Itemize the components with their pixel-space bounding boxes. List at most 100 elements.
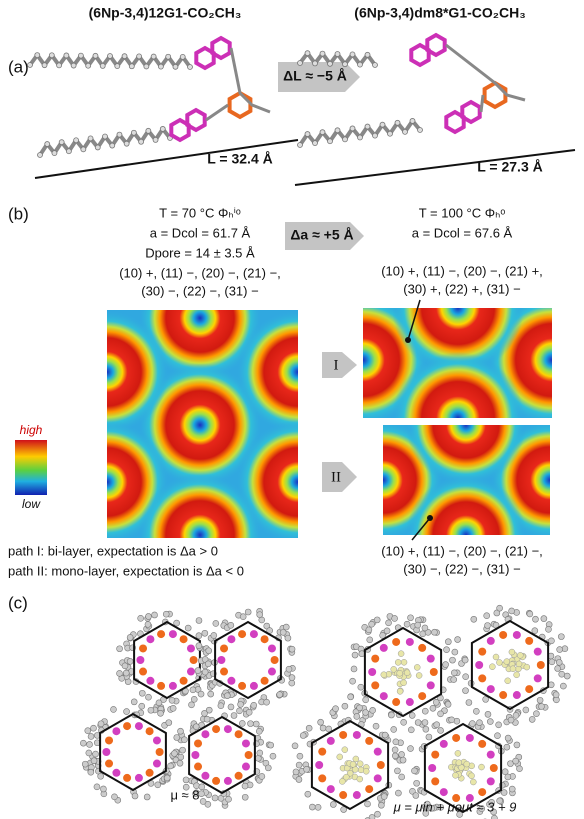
chain-atom (382, 732, 388, 738)
aromatic (365, 737, 373, 745)
chain-atom (463, 674, 469, 680)
chain-atom (354, 713, 360, 719)
chain-atom (404, 621, 410, 627)
aromatic (123, 774, 131, 782)
atom (139, 139, 144, 144)
core-atom (357, 761, 363, 767)
aromatic (157, 630, 165, 638)
atom (305, 132, 310, 137)
aromatic (191, 751, 199, 759)
chain-atom (116, 670, 122, 676)
molecule-title: (6Np-3,4)12G1-CO₂CH₃ (89, 5, 242, 21)
chain-atom (342, 703, 348, 709)
chain-atom (248, 721, 254, 727)
chain-atom (122, 663, 128, 669)
chain-atom (292, 743, 298, 749)
atom (115, 64, 120, 69)
chain-atom (304, 766, 310, 772)
chain-atom (152, 612, 158, 618)
atom (328, 139, 333, 144)
aromatic (427, 681, 435, 689)
density-ring (45, 310, 169, 434)
chain-atom (318, 719, 324, 725)
chain-atom (127, 634, 133, 640)
chain-atom (330, 801, 336, 807)
atom (166, 54, 171, 59)
atom (388, 131, 393, 136)
molecule-title: (6Np-3,4)dm8*G1-CO₂CH₃ (354, 5, 525, 21)
chain-atom (131, 699, 137, 705)
chain-atom (333, 706, 339, 712)
chain-atom (422, 708, 428, 714)
atom (49, 53, 54, 58)
aromatic (227, 635, 235, 643)
chain-atom (87, 741, 93, 747)
chain-atom (204, 716, 210, 722)
chain-atom (560, 683, 566, 689)
chain-atom (392, 615, 398, 621)
core-atom (363, 768, 369, 774)
atom (188, 65, 193, 70)
aromatic (478, 674, 486, 682)
atom (146, 128, 151, 133)
core-atom (353, 756, 359, 762)
sign-line: (10) +, (11) −, (20) −, (21) −, (381, 543, 543, 558)
chain-atom (533, 711, 539, 717)
chain-atom (289, 646, 295, 652)
chain-atom (212, 795, 218, 801)
chain-atom (213, 620, 219, 626)
atom (45, 142, 50, 147)
core-atom (414, 664, 420, 670)
chain-atom (196, 633, 202, 639)
pointer-dot (427, 515, 433, 521)
atom (373, 133, 378, 138)
atom (395, 120, 400, 125)
figure: (a) (6Np-3,4)12G1-CO₂CH₃ (6Np-3,4)dm8*G1… (0, 0, 584, 819)
aromatic (238, 630, 246, 638)
aromatic (406, 638, 414, 646)
chain-atom (98, 721, 104, 727)
chain-atom (86, 750, 92, 756)
aromatic (431, 777, 439, 785)
aromatic (123, 722, 131, 730)
aromatic (112, 769, 120, 777)
atom (343, 137, 348, 142)
chain-atom (180, 747, 186, 753)
atom (298, 143, 303, 148)
core-atom (470, 779, 476, 785)
chain-atom (414, 780, 420, 786)
aromatic (392, 638, 400, 646)
chain-atom (527, 611, 533, 617)
chain-atom (463, 688, 469, 694)
chain-atom (231, 713, 237, 719)
aromatic (235, 772, 243, 780)
chain-atom (193, 724, 199, 730)
chain-atom (251, 702, 257, 708)
aromatic (406, 698, 414, 706)
chain-atom (496, 722, 502, 728)
aromatic (525, 637, 533, 645)
aromatic (169, 682, 177, 690)
header-line: T = 100 °C Φₕᵒ (419, 205, 506, 220)
aromatic (194, 763, 202, 771)
aromatic (499, 631, 507, 639)
chain-atom (449, 657, 455, 663)
aromatic (487, 637, 495, 645)
chain-atom (296, 776, 302, 782)
aromatic (261, 677, 269, 685)
chain-atom (164, 775, 170, 781)
chain-atom (434, 722, 440, 728)
aromatic (327, 737, 335, 745)
chain-atom (445, 701, 451, 707)
chain-atom (549, 659, 555, 665)
path-label: II (331, 469, 341, 485)
chain-atom (191, 696, 197, 702)
aromatic (475, 661, 483, 669)
chain-atom (155, 782, 161, 788)
chain-atom (505, 735, 511, 741)
atom (64, 53, 69, 58)
core-atom (397, 670, 403, 676)
chain-atom (320, 725, 326, 731)
chain-atom (268, 742, 274, 748)
aromatic (374, 774, 382, 782)
